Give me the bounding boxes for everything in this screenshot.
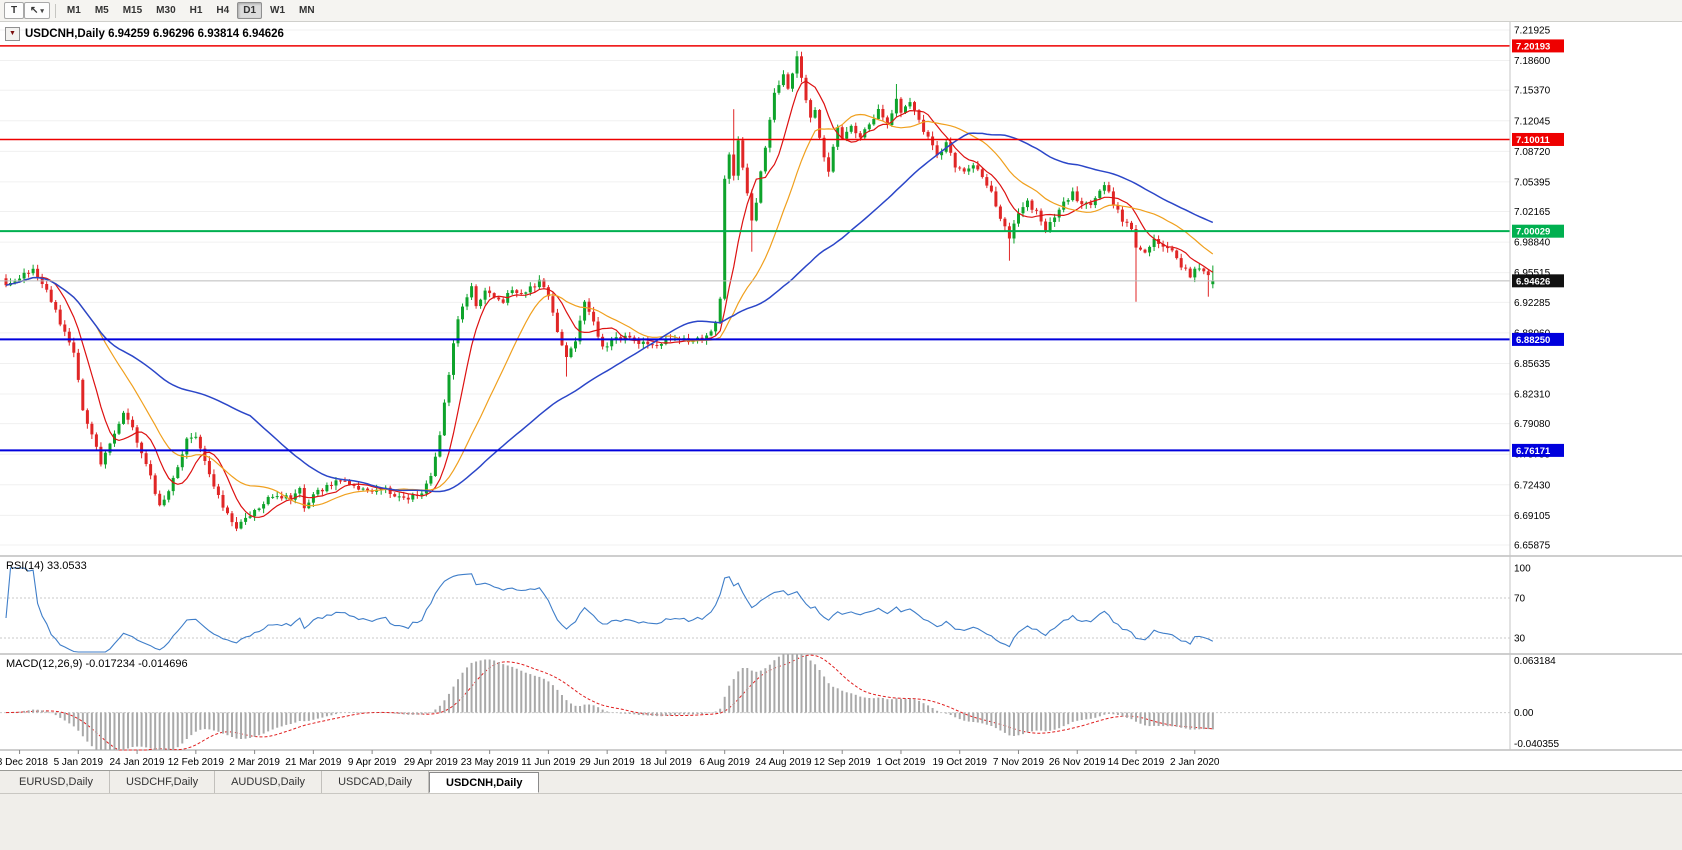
svg-text:7.10011: 7.10011 <box>1516 135 1551 146</box>
svg-text:6.98840: 6.98840 <box>1514 238 1551 249</box>
one-click-trading-collapse-button[interactable]: ▼ <box>5 27 20 41</box>
chart-tab-eurusd[interactable]: EURUSD,Daily <box>3 771 110 793</box>
macd-signal-line <box>5 654 1213 751</box>
svg-text:6.76171: 6.76171 <box>1516 446 1551 457</box>
toolbar-separator <box>54 3 56 18</box>
timeframe-button-w1[interactable]: W1 <box>270 5 286 16</box>
price-gridlines-and-axis: 7.21925 7.18600 7.15370 7.12045 7.08720 7.053… <box>0 26 1551 552</box>
timeframe-button-m30[interactable]: M30 <box>156 5 176 16</box>
chart-canvas[interactable]: 7.21925 7.18600 7.15370 7.12045 7.08720 7.053… <box>0 22 1682 770</box>
svg-text:14 Dec 2019: 14 Dec 2019 <box>1108 757 1165 768</box>
svg-text:7.18600: 7.18600 <box>1514 56 1551 67</box>
timeframe-button-m15[interactable]: M15 <box>122 5 143 16</box>
svg-text:7.20193: 7.20193 <box>1516 41 1550 52</box>
svg-text:30: 30 <box>1514 634 1526 645</box>
svg-text:6.69105: 6.69105 <box>1514 511 1551 522</box>
svg-text:19 Oct 2019: 19 Oct 2019 <box>932 757 987 768</box>
svg-text:1 Oct 2019: 1 Oct 2019 <box>876 757 925 768</box>
svg-text:18 Dec 2018: 18 Dec 2018 <box>0 757 48 768</box>
svg-text:29 Jun 2019: 29 Jun 2019 <box>580 757 635 768</box>
ma-slow-line <box>5 132 1214 493</box>
timeframe-button-h4[interactable]: H4 <box>216 5 230 16</box>
macd-histogram <box>9 654 1214 750</box>
top-toolbar: T ↖ ▾ M1 M5 M15 M30 H1 H4 D1 W1 MN <box>0 0 1682 22</box>
svg-text:6.94626: 6.94626 <box>1516 276 1550 287</box>
timeframe-button-m1[interactable]: M1 <box>66 5 81 16</box>
svg-text:2 Mar 2019: 2 Mar 2019 <box>229 757 280 768</box>
svg-text:7.08720: 7.08720 <box>1514 147 1551 158</box>
svg-text:6.72430: 6.72430 <box>1514 480 1551 491</box>
svg-text:7.21925: 7.21925 <box>1514 26 1551 37</box>
svg-text:24 Aug 2019: 24 Aug 2019 <box>755 757 812 768</box>
svg-text:6.65875: 6.65875 <box>1514 541 1551 552</box>
svg-text:7.12045: 7.12045 <box>1514 116 1551 127</box>
ma-fast-line <box>5 80 1214 518</box>
svg-text:11 Jun 2019: 11 Jun 2019 <box>521 757 576 768</box>
rsi-panel: 100 70 30 <box>0 564 1531 653</box>
svg-text:29 Apr 2019: 29 Apr 2019 <box>404 757 458 768</box>
timeframe-button-group: M1 M5 M15 M30 H1 H4 D1 W1 MN <box>61 2 321 19</box>
cursor-tool-button[interactable]: ↖ ▾ <box>24 2 50 19</box>
candlestick-series <box>4 50 1215 532</box>
macd-panel: 0.063184 0.00 -0.040355 <box>0 654 1559 751</box>
svg-text:26 Nov 2019: 26 Nov 2019 <box>1049 757 1106 768</box>
svg-text:12 Feb 2019: 12 Feb 2019 <box>168 757 225 768</box>
chart-title-bar: ▼ USDCNH,Daily 6.94259 6.96296 6.93814 6… <box>5 27 284 41</box>
svg-text:2 Jan 2020: 2 Jan 2020 <box>1170 757 1220 768</box>
svg-text:6.88250: 6.88250 <box>1516 335 1550 346</box>
timeframe-button-h1[interactable]: H1 <box>189 5 203 16</box>
svg-text:70: 70 <box>1514 594 1526 605</box>
svg-text:6.85635: 6.85635 <box>1514 359 1551 370</box>
svg-text:24 Jan 2019: 24 Jan 2019 <box>110 757 165 768</box>
svg-text:6.92285: 6.92285 <box>1514 298 1551 309</box>
svg-text:18 Jul 2019: 18 Jul 2019 <box>640 757 692 768</box>
cursor-icon: ↖ <box>30 5 39 16</box>
timeframe-button-m5[interactable]: M5 <box>94 5 109 16</box>
chevron-down-icon: ▾ <box>40 7 44 15</box>
chart-tab-usdchf[interactable]: USDCHF,Daily <box>110 771 216 793</box>
svg-text:0.063184: 0.063184 <box>1514 656 1556 667</box>
svg-text:7.02165: 7.02165 <box>1514 207 1551 218</box>
timeframe-button-d1[interactable]: D1 <box>237 2 263 19</box>
svg-text:7.00029: 7.00029 <box>1516 227 1550 238</box>
svg-text:7.05395: 7.05395 <box>1514 177 1551 188</box>
svg-text:21 Mar 2019: 21 Mar 2019 <box>285 757 342 768</box>
svg-text:6 Aug 2019: 6 Aug 2019 <box>699 757 750 768</box>
svg-text:23 May 2019: 23 May 2019 <box>461 757 519 768</box>
chart-tab-audusd[interactable]: AUDUSD,Daily <box>215 771 323 793</box>
rsi-line <box>5 567 1214 653</box>
svg-text:9 Apr 2019: 9 Apr 2019 <box>348 757 397 768</box>
current-price-marker: 6.94626 <box>0 274 1564 288</box>
t-tool-button[interactable]: T <box>4 2 24 19</box>
chart-symbol-ohlc-label: USDCNH,Daily 6.94259 6.96296 6.93814 6.9… <box>25 28 284 40</box>
ma-mid-line <box>5 113 1214 507</box>
svg-text:7 Nov 2019: 7 Nov 2019 <box>993 757 1045 768</box>
timeframe-button-mn[interactable]: MN <box>299 5 315 16</box>
svg-text:6.95515: 6.95515 <box>1514 268 1551 279</box>
svg-text:7.15370: 7.15370 <box>1514 86 1551 97</box>
chart-tab-usdcad[interactable]: USDCAD,Daily <box>322 771 430 793</box>
svg-text:12 Sep 2019: 12 Sep 2019 <box>814 757 871 768</box>
svg-text:6.82310: 6.82310 <box>1514 389 1551 400</box>
horizontal-level-lines[interactable]: 7.20193 7.10011 7.00029 6.88250 6.76171 <box>0 39 1564 457</box>
svg-text:0.00: 0.00 <box>1514 708 1534 719</box>
svg-text:100: 100 <box>1514 564 1531 575</box>
svg-text:5 Jan 2019: 5 Jan 2019 <box>54 757 104 768</box>
svg-text:6.79080: 6.79080 <box>1514 419 1551 430</box>
svg-text:-0.040355: -0.040355 <box>1514 739 1559 750</box>
chart-tab-usdcnh[interactable]: USDCNH,Daily <box>429 772 540 793</box>
chart-tab-bar: EURUSD,Daily USDCHF,Daily AUDUSD,Daily USDC… <box>0 770 1682 850</box>
chart-tabs: EURUSD,Daily USDCHF,Daily AUDUSD,Daily USDC… <box>0 771 1682 794</box>
